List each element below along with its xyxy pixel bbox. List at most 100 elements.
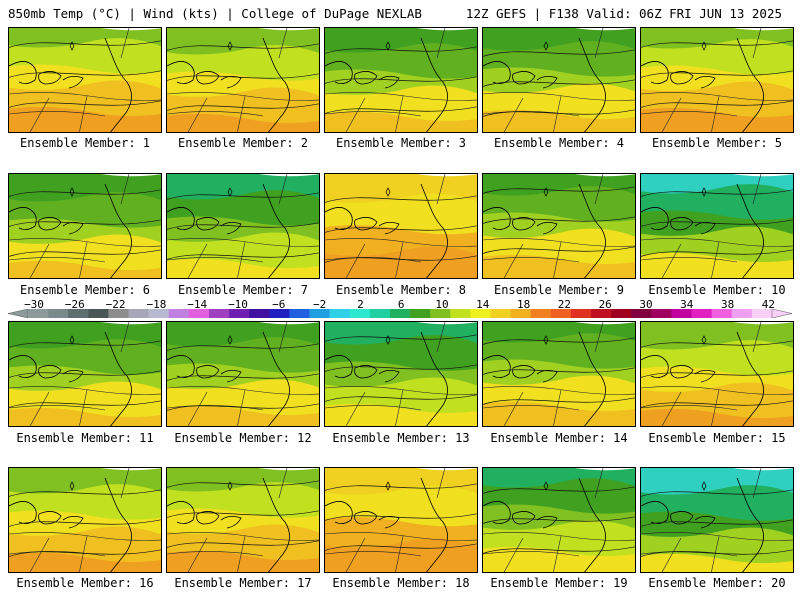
- wind-streamline: [325, 334, 477, 342]
- colorbar-swatch: [68, 309, 89, 318]
- political-boundaries: [325, 468, 477, 572]
- political-boundaries: [9, 322, 161, 426]
- political-boundaries: [483, 28, 635, 132]
- location-marker: [227, 335, 233, 345]
- political-boundaries: [483, 468, 635, 572]
- wind-streamline: [167, 222, 319, 230]
- wind-streamline: [641, 219, 793, 227]
- coastline: [325, 37, 448, 132]
- coastline: [641, 183, 764, 278]
- colorbar-swatch: [410, 309, 431, 318]
- colorbar-swatch: [611, 309, 632, 318]
- temperature-shading: [325, 246, 477, 278]
- coastline: [167, 477, 290, 572]
- wind-streamline: [9, 189, 161, 197]
- colorbar-swatch: [229, 309, 250, 318]
- location-marker: [385, 41, 391, 51]
- colorbar-swatch: [369, 309, 391, 318]
- colorbar-tick-label: −2: [312, 298, 327, 311]
- political-boundaries: [9, 174, 161, 278]
- coastline: [641, 331, 764, 426]
- ensemble-member-map: [324, 321, 478, 427]
- temperature-shading: [641, 408, 793, 426]
- colorbar-swatch: [591, 309, 612, 318]
- temperature-shading: [483, 401, 635, 426]
- wind-streamline: [325, 195, 477, 203]
- colorbar-tick-label: 34: [680, 298, 694, 311]
- coastline: [9, 183, 132, 278]
- ensemble-member-label: Ensemble Member: 8: [335, 283, 467, 297]
- wind-streamline: [167, 540, 319, 548]
- ensemble-member-map: [8, 27, 162, 133]
- colorbar-swatch: [289, 309, 310, 318]
- ensemble-member-label: Ensemble Member: 9: [493, 283, 625, 297]
- location-marker: [543, 335, 549, 345]
- wind-streamline: [483, 546, 635, 554]
- colorbar-tick-label: 18: [516, 298, 531, 311]
- colorbar-swatch: [731, 309, 753, 318]
- coastline: [325, 331, 448, 426]
- location-marker: [69, 335, 75, 345]
- temperature-shading: [167, 258, 319, 278]
- wind-streamline: [325, 46, 477, 54]
- colorbar-swatch: [269, 309, 290, 318]
- location-marker: [69, 41, 75, 51]
- colorbar-tick-label: −6: [272, 298, 286, 311]
- colorbar-swatch: [148, 309, 170, 318]
- ensemble-member-map: [640, 27, 794, 133]
- ensemble-member-map: [8, 467, 162, 573]
- colorbar-swatch: [691, 309, 712, 318]
- temperature-colorbar: −30 −26 −22 −18 −14 −10 −6 −2 2 6 10 14 18 22 26 30 34 38…: [8, 298, 792, 318]
- wind-streamline: [167, 480, 319, 488]
- political-boundaries: [483, 174, 635, 278]
- location-marker: [227, 481, 233, 491]
- colorbar-swatch: [329, 309, 351, 318]
- ensemble-member-label: Ensemble Member: 20: [648, 576, 786, 590]
- location-marker: [69, 187, 75, 197]
- location-marker: [69, 481, 75, 491]
- political-boundaries: [167, 322, 319, 426]
- colorbar-swatch: [530, 309, 552, 318]
- wind-streamline: [9, 70, 161, 78]
- wind-streamline: [483, 397, 635, 405]
- coastline: [483, 183, 606, 278]
- wind-streamline: [325, 364, 477, 372]
- coastline: [167, 183, 290, 278]
- ensemble-member-label: Ensemble Member: 17: [174, 576, 312, 590]
- wind-streamline: [483, 246, 635, 254]
- colorbar-swatch: [510, 309, 532, 318]
- wind-streamline: [325, 513, 477, 521]
- temperature-shading: [325, 111, 477, 132]
- colorbar-tick-label: 2: [357, 298, 364, 311]
- ensemble-member-label: Ensemble Member: 7: [177, 283, 309, 297]
- wind-streamline: [325, 255, 477, 263]
- location-marker: [227, 41, 233, 51]
- colorbar-swatch: [168, 309, 190, 318]
- ensemble-member-label: Ensemble Member: 3: [335, 136, 467, 150]
- colorbar-swatch: [349, 309, 371, 318]
- ensemble-member-map: [640, 173, 794, 279]
- political-boundaries: [9, 28, 161, 132]
- ensemble-member-label: Ensemble Member: 12: [174, 431, 312, 445]
- wind-streamline: [9, 549, 161, 557]
- ensemble-member-map: [8, 173, 162, 279]
- wind-streamline: [325, 76, 477, 84]
- temperature-shading: [9, 260, 161, 278]
- ensemble-member-label: Ensemble Member: 19: [490, 576, 628, 590]
- colorbar-swatch: [711, 309, 733, 318]
- ensemble-member-map: [8, 321, 162, 427]
- coastline: [9, 331, 132, 426]
- ensemble-member-label: Ensemble Member: 13: [332, 431, 470, 445]
- ensemble-member-map: [482, 173, 636, 279]
- wind-streamline: [641, 549, 793, 557]
- colorbar-tick-label: 42: [761, 298, 776, 311]
- colorbar-tick-label: 14: [476, 298, 490, 311]
- wind-streamline: [167, 252, 319, 260]
- temperature-shading: [641, 252, 793, 278]
- temperature-shading: [641, 553, 793, 572]
- location-marker: [385, 187, 391, 197]
- colorbar-swatch: [48, 309, 69, 318]
- wind-streamline: [167, 192, 319, 200]
- coastline: [641, 37, 764, 132]
- wind-streamline: [483, 216, 635, 224]
